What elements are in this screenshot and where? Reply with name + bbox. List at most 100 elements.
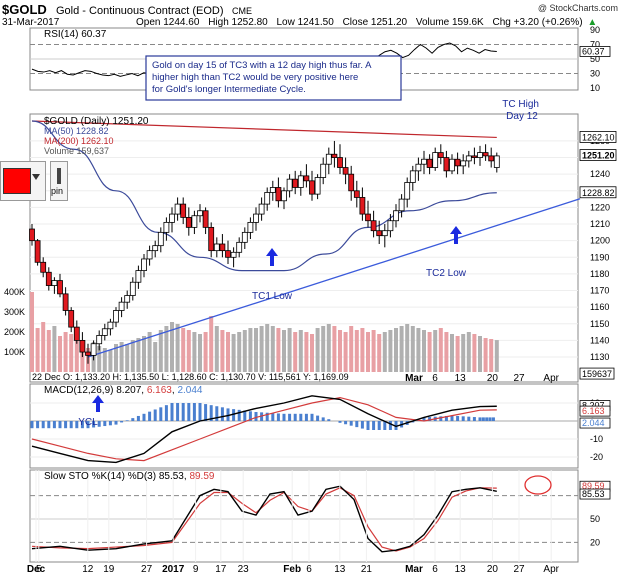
chart-symbol-name: Gold - Continuous Contract (EOD) [56, 5, 224, 17]
candle-body [146, 250, 153, 260]
macd-histogram-bar [450, 415, 454, 421]
macd-histogram-bar [86, 421, 90, 429]
sto-k-line [31, 485, 497, 553]
price-last-label: 1262.10 [582, 132, 615, 142]
candle-body [454, 158, 461, 167]
macd-histogram-bar [293, 413, 297, 421]
macd-last-box [579, 405, 611, 417]
macd-histogram-bar [125, 420, 129, 421]
volume-bar [366, 332, 370, 372]
x-axis-label: 27 [513, 564, 525, 575]
macd-tick-label: -20 [590, 452, 603, 462]
x-axis-label: 27 [141, 564, 153, 575]
macd-histogram-bar [488, 417, 492, 421]
macd-histogram-bar [58, 421, 62, 429]
volume-bar [259, 326, 264, 372]
volume-bar [142, 336, 146, 372]
price-tick-label: 1190 [590, 252, 609, 262]
macd-histogram-bar [204, 404, 208, 421]
macd-histogram-bar [80, 421, 84, 429]
macd-line [31, 395, 497, 464]
price-tick-label: 1160 [590, 302, 609, 312]
x-axis-label: Mar [405, 564, 423, 575]
macd-histogram-bar [159, 407, 163, 421]
sto-last-label: 89.59 [582, 481, 605, 491]
volume-tick-label: 400K [4, 287, 25, 297]
candle-body [29, 228, 35, 242]
macd-histogram-bar [254, 412, 258, 421]
volume-bar [371, 330, 376, 372]
price-tick-label: 1200 [590, 236, 610, 246]
macd-signal-line [31, 396, 497, 462]
macd-histogram-bar [388, 421, 392, 430]
macd-histogram-bar [41, 421, 45, 429]
candle-body [269, 187, 276, 193]
rsi-tick-label: 90 [590, 25, 600, 35]
macd-histogram-bar [372, 421, 376, 430]
candle-body [460, 160, 467, 167]
color-picker-widget[interactable] [0, 161, 46, 201]
rsi-last-box [579, 46, 611, 57]
volume-bar [69, 334, 74, 372]
candle-body [482, 152, 489, 157]
macd-histogram-bar [349, 421, 353, 426]
candle-body [101, 328, 108, 336]
volume-bar [304, 332, 309, 372]
candle-body [381, 230, 388, 237]
macd-histogram-bar [209, 405, 213, 421]
candle-body [404, 182, 411, 200]
candle-body [286, 178, 293, 192]
candle-body [90, 343, 97, 356]
x-axis-label: 9 [193, 564, 199, 575]
volume-bar [220, 330, 225, 372]
macd-histogram-bar [198, 403, 202, 421]
candle-body [292, 178, 299, 188]
candle-body [314, 177, 321, 195]
exchange-label: CME [232, 6, 252, 16]
price-x-axis-label: 6 [432, 373, 438, 384]
macd-histogram-bar [456, 415, 460, 421]
tc-high-label: TC High Day 12 [502, 99, 541, 122]
macd-histogram-bar [260, 412, 264, 421]
macd-histogram-bar [481, 417, 485, 421]
candle-body [191, 215, 198, 228]
macd-histogram-bar [491, 417, 495, 421]
volume-bar [416, 328, 421, 372]
macd-histogram-bar [472, 417, 476, 421]
volume-bar [30, 292, 34, 372]
macd-histogram-bar [422, 417, 426, 421]
volume-bar [410, 326, 415, 372]
x-axis-label: 5 [36, 564, 42, 575]
chevron-down-icon[interactable] [32, 174, 40, 180]
candle-body [320, 163, 327, 178]
candle-body [465, 155, 472, 162]
volume-bar [433, 330, 438, 372]
candle-body [359, 197, 366, 215]
volume-bar [455, 336, 460, 372]
pin-icon [57, 168, 61, 184]
volume-bar [265, 324, 270, 372]
volume-bar [494, 340, 499, 372]
x-axis-label: 23 [238, 564, 250, 575]
macd-histogram-bar [310, 413, 314, 421]
color-swatch[interactable] [3, 168, 31, 194]
pin-button[interactable]: pin [50, 161, 68, 201]
sto-highlight-circle [524, 475, 552, 495]
volume-bar [203, 332, 208, 372]
candle-body [174, 203, 181, 215]
candle-body [421, 158, 427, 165]
candle-body [348, 173, 355, 192]
macd-histogram-bar [299, 413, 303, 421]
price-panel [29, 113, 579, 383]
volume-bar [248, 328, 253, 372]
macd-histogram-bar [271, 413, 275, 421]
volume-bar [97, 346, 102, 372]
candle-body [57, 280, 63, 295]
candle-body [85, 351, 91, 356]
candle-body [185, 217, 192, 228]
candle-body [488, 155, 495, 162]
macd-histogram-bar [461, 416, 465, 421]
macd-histogram-bar [170, 403, 174, 421]
rsi-tick-label: 50 [590, 54, 600, 64]
